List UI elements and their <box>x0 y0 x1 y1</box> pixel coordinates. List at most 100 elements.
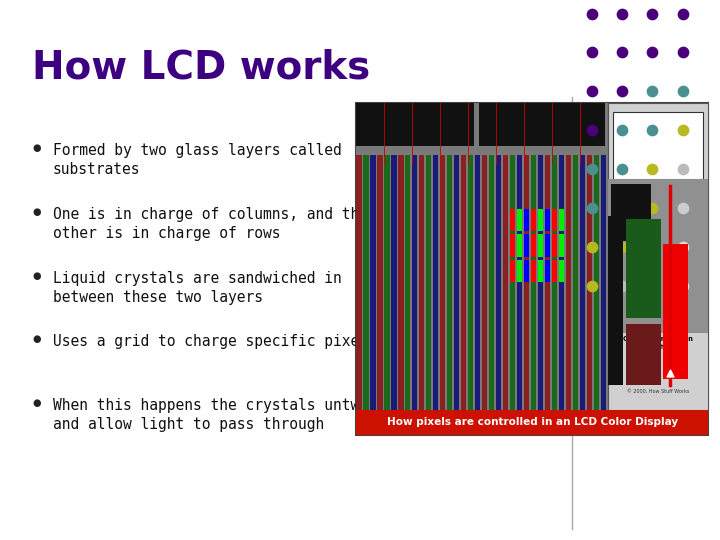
Bar <box>552 209 557 231</box>
Bar <box>545 260 550 282</box>
Bar <box>447 155 452 410</box>
Bar <box>524 209 529 231</box>
Bar <box>475 155 480 410</box>
Bar <box>613 112 703 179</box>
Bar <box>531 209 536 231</box>
Bar <box>510 209 515 231</box>
Bar <box>510 155 515 410</box>
Bar <box>480 103 605 146</box>
Bar <box>413 155 418 410</box>
Point <box>616 242 628 251</box>
Bar <box>559 260 564 282</box>
Bar <box>517 155 522 410</box>
Bar <box>482 155 487 410</box>
Bar <box>587 155 592 410</box>
Bar <box>419 155 424 410</box>
Bar <box>503 155 508 410</box>
Text: ●: ● <box>32 207 41 217</box>
Bar <box>398 155 403 410</box>
Bar <box>370 155 376 410</box>
Bar <box>531 234 536 257</box>
Point <box>647 9 658 18</box>
Point <box>647 126 658 134</box>
Point <box>677 242 688 251</box>
Text: ●: ● <box>32 143 41 153</box>
Bar <box>662 244 688 379</box>
Point <box>647 87 658 96</box>
Point <box>616 204 628 212</box>
Bar <box>545 234 550 257</box>
Bar <box>454 155 459 410</box>
Text: © 2000, How Stuff Works: © 2000, How Stuff Works <box>626 388 689 393</box>
Bar <box>559 155 564 410</box>
Point <box>664 369 675 377</box>
Point <box>677 48 688 57</box>
Bar <box>440 155 446 410</box>
Point <box>586 87 598 96</box>
Bar <box>391 155 397 410</box>
Bar <box>524 260 529 282</box>
Bar <box>384 155 390 410</box>
Text: One is in charge of columns, and the
other is in charge of rows: One is in charge of columns, and the oth… <box>53 207 368 241</box>
Bar <box>545 155 550 410</box>
Point <box>647 204 658 212</box>
Bar <box>580 155 585 410</box>
Text: Positive voltage
applied here.: Positive voltage applied here. <box>626 112 690 125</box>
Bar <box>433 155 438 410</box>
Point <box>677 204 688 212</box>
Bar <box>356 155 361 410</box>
Bar <box>611 184 651 241</box>
Bar <box>545 209 550 231</box>
Bar <box>489 155 494 410</box>
Point <box>647 242 658 251</box>
Bar <box>559 209 564 231</box>
Bar <box>552 234 557 257</box>
Bar <box>594 155 599 410</box>
Point <box>677 165 688 173</box>
Bar <box>510 260 515 282</box>
Bar <box>364 155 369 410</box>
Text: How LCD works: How LCD works <box>32 49 371 86</box>
Bar <box>356 103 608 410</box>
Bar <box>566 155 571 410</box>
Bar <box>461 155 467 410</box>
Bar <box>531 155 536 410</box>
Point <box>677 9 688 18</box>
Point <box>586 204 598 212</box>
Text: Formed by two glass layers called
substrates: Formed by two glass layers called substr… <box>53 143 341 177</box>
Point <box>586 126 598 134</box>
Bar <box>538 234 543 257</box>
Bar <box>608 216 623 385</box>
Point <box>677 126 688 134</box>
Point <box>616 126 628 134</box>
Text: When this happens the crystals untwist
and allow light to pass through: When this happens the crystals untwist a… <box>53 398 385 432</box>
Text: Uses a grid to charge specific pixels: Uses a grid to charge specific pixels <box>53 334 377 349</box>
Bar <box>356 103 708 435</box>
Bar <box>405 155 410 410</box>
Point <box>586 242 598 251</box>
Bar <box>496 155 501 410</box>
Bar <box>517 260 522 282</box>
Bar <box>608 103 708 410</box>
Point <box>616 9 628 18</box>
Bar <box>538 209 543 231</box>
Point <box>677 87 688 96</box>
Bar <box>552 155 557 410</box>
Bar <box>524 234 529 257</box>
Bar <box>559 234 564 257</box>
Text: ●: ● <box>32 271 41 281</box>
Point <box>616 165 628 173</box>
Bar <box>626 219 661 318</box>
Point <box>616 87 628 96</box>
Bar <box>626 324 661 385</box>
Text: ●: ● <box>32 334 41 345</box>
Bar <box>552 260 557 282</box>
Bar <box>572 155 578 410</box>
Point <box>677 281 688 290</box>
Bar <box>538 155 543 410</box>
Point <box>616 281 628 290</box>
Point <box>586 48 598 57</box>
Text: ●: ● <box>32 398 41 408</box>
Bar <box>377 155 382 410</box>
Point <box>586 281 598 290</box>
